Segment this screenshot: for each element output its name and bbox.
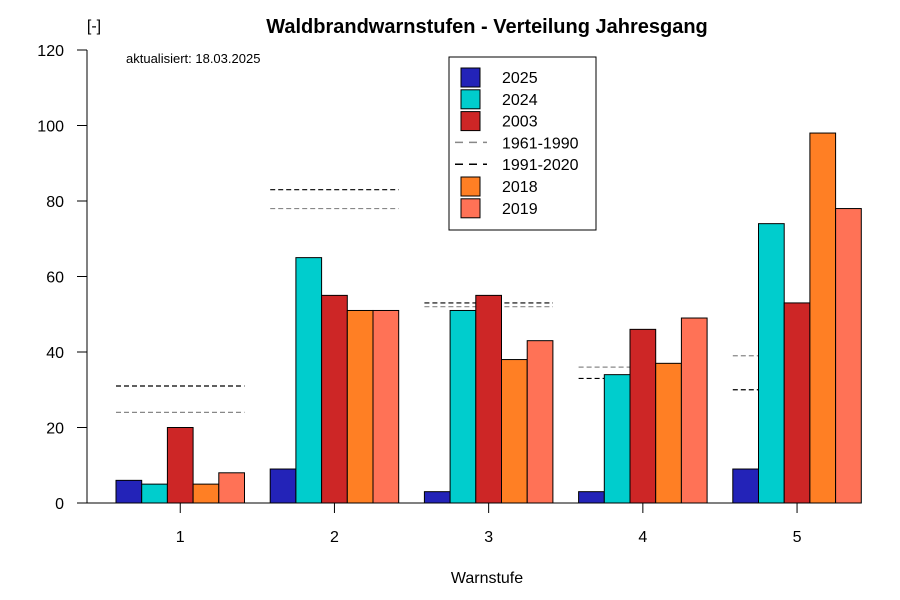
y-tick-label: 20 <box>46 421 64 438</box>
bar-2019-warnstufe-1 <box>218 472 246 504</box>
legend-label: 2025 <box>502 70 538 87</box>
legend-label: 2018 <box>502 179 538 196</box>
y-axis: 0 20 40 60 80 100 120 <box>37 43 88 513</box>
bar-2018-warnstufe-1 <box>192 483 220 504</box>
legend-swatch <box>460 67 481 88</box>
x-tick-label: 2 <box>330 529 339 546</box>
bar-2024-warnstufe-2 <box>295 257 323 504</box>
bar-2024-warnstufe-3 <box>449 309 477 504</box>
legend-item-2024: 2024 <box>460 89 538 110</box>
legend-item-2025: 2025 <box>460 67 538 88</box>
legend-item-1961-1990: 1961-1990 <box>455 135 579 152</box>
legend-item-2003: 2003 <box>460 111 538 132</box>
bar-2025-warnstufe-5 <box>732 468 759 504</box>
x-tick-label: 3 <box>484 529 493 546</box>
legend-swatch <box>460 111 481 132</box>
y-axis-label: [-] <box>87 18 101 35</box>
x-tick-label: 4 <box>638 529 647 546</box>
bar-2003-warnstufe-2 <box>321 294 348 504</box>
bar-2003-warnstufe-3 <box>475 294 502 504</box>
legend-label: 2024 <box>502 92 538 109</box>
bar-2018-warnstufe-5 <box>809 132 837 504</box>
y-tick-label: 40 <box>46 345 64 362</box>
bars <box>115 132 862 504</box>
updated-note: aktualisiert: 18.03.2025 <box>126 51 260 66</box>
y-tick-label: 0 <box>55 496 64 513</box>
bar-2019-warnstufe-5 <box>835 208 862 504</box>
bar-2025-warnstufe-3 <box>423 491 451 504</box>
bar-2019-warnstufe-3 <box>526 340 554 504</box>
bar-2024-warnstufe-4 <box>603 374 631 504</box>
legend-swatch <box>460 89 481 110</box>
bar-2019-warnstufe-2 <box>372 309 400 504</box>
y-tick-label: 80 <box>46 194 64 211</box>
legend-label: 1991-2020 <box>502 157 579 174</box>
x-axis-label: Warnstufe <box>451 570 523 587</box>
bar-2025-warnstufe-4 <box>578 491 605 504</box>
bar-2019-warnstufe-4 <box>680 317 708 504</box>
legend: 2025 2024 2003 1961-1990 1991-2020 2018 2019 <box>448 56 597 231</box>
bar-2024-warnstufe-5 <box>758 223 785 504</box>
y-tick-label: 100 <box>37 119 64 136</box>
legend-label: 1961-1990 <box>502 135 579 152</box>
legend-swatch <box>460 176 481 197</box>
legend-item-2019: 2019 <box>460 198 538 219</box>
x-axis: 1 2 3 4 5 <box>87 502 862 546</box>
legend-label: 2019 <box>502 201 538 218</box>
bar-2018-warnstufe-4 <box>655 362 682 504</box>
bar-2025-warnstufe-2 <box>269 468 297 504</box>
bar-2003-warnstufe-4 <box>629 328 657 504</box>
y-tick-label: 120 <box>37 43 64 60</box>
x-tick-label: 5 <box>793 529 802 546</box>
legend-item-1991-2020: 1991-2020 <box>455 157 579 174</box>
chart-title: Waldbrandwarnstufen - Verteilung Jahresg… <box>266 16 708 38</box>
legend-item-2018: 2018 <box>460 176 538 197</box>
bar-2018-warnstufe-2 <box>346 309 374 504</box>
bar-2018-warnstufe-3 <box>501 359 528 504</box>
x-tick-label: 1 <box>176 529 185 546</box>
y-tick-label: 60 <box>46 270 64 287</box>
bar-2003-warnstufe-5 <box>783 302 811 504</box>
legend-label: 2003 <box>502 114 538 131</box>
legend-swatch <box>460 198 481 219</box>
bar-2024-warnstufe-1 <box>141 483 168 504</box>
bar-2003-warnstufe-1 <box>166 427 194 504</box>
bar-2025-warnstufe-1 <box>115 479 143 504</box>
